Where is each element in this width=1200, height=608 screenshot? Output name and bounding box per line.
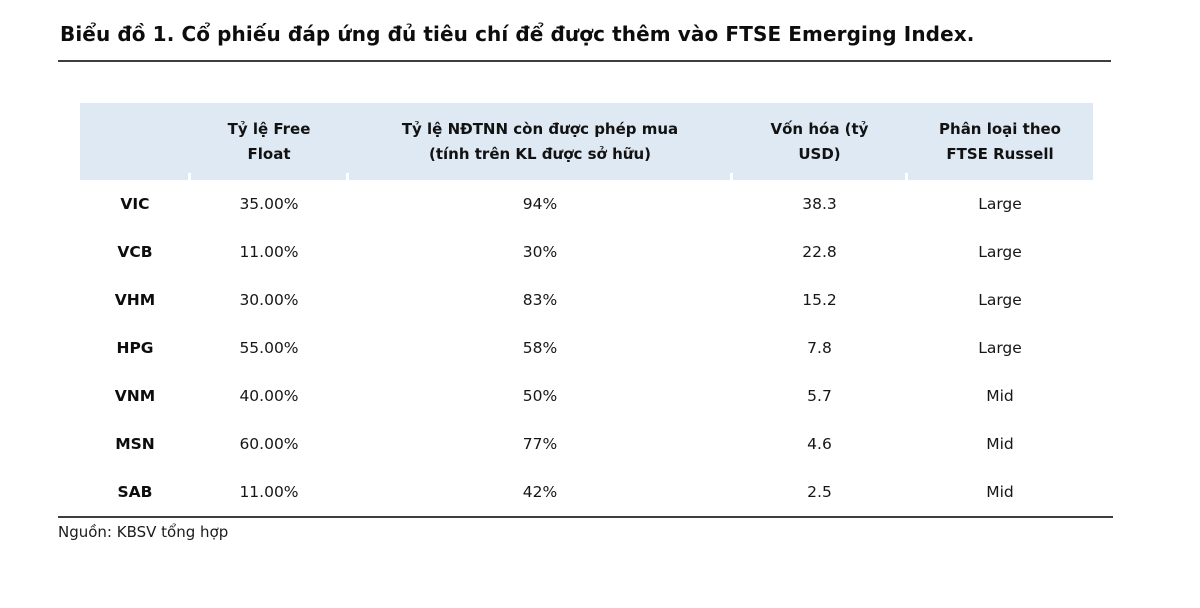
foreign-room-cell: 94% — [522, 195, 558, 213]
header-cell-divider — [730, 173, 733, 180]
free-float-cell: 11.00% — [239, 243, 299, 261]
header-cell-divider — [188, 173, 191, 180]
ticker-cell: VHM — [114, 291, 156, 309]
classification-cell: Mid — [986, 435, 1014, 453]
table-bottom-rule — [58, 516, 1113, 518]
market-cap-cell: 4.6 — [807, 435, 832, 453]
free-float-cell: 60.00% — [239, 435, 299, 453]
market-cap-cell: 15.2 — [802, 291, 837, 309]
classification-cell: Mid — [986, 483, 1014, 501]
title-underline — [58, 60, 1111, 62]
table-row: VHM 30.00% 83% 15.2 Large — [80, 276, 1093, 324]
ticker-cell: VCB — [117, 243, 153, 261]
table-row: VIC 35.00% 94% 38.3 Large — [80, 180, 1093, 228]
table-row: VNM 40.00% 50% 5.7 Mid — [80, 372, 1093, 420]
foreign-room-cell: 83% — [522, 291, 558, 309]
ticker-cell: SAB — [117, 483, 153, 501]
foreign-room-cell: 50% — [522, 387, 558, 405]
header-cell-divider — [905, 173, 908, 180]
market-cap-cell: 2.5 — [807, 483, 832, 501]
free-float-cell: 11.00% — [239, 483, 299, 501]
stocks-table: Tỷ lệ Free Float Tỷ lệ NĐTNN còn được ph… — [80, 103, 1093, 516]
header-cell-classification: Phân loại theo FTSE Russell — [939, 119, 1061, 163]
header-cell-free-float: Tỷ lệ Free Float — [227, 119, 311, 163]
market-cap-cell: 38.3 — [802, 195, 837, 213]
header-cell-divider — [346, 173, 349, 180]
market-cap-cell: 5.7 — [807, 387, 832, 405]
free-float-cell: 35.00% — [239, 195, 299, 213]
table-row: VCB 11.00% 30% 22.8 Large — [80, 228, 1093, 276]
figure-title: Biểu đồ 1. Cổ phiếu đáp ứng đủ tiêu chí … — [60, 22, 975, 46]
table-row: SAB 11.00% 42% 2.5 Mid — [80, 468, 1093, 516]
classification-cell: Large — [978, 339, 1022, 357]
classification-cell: Large — [978, 195, 1022, 213]
foreign-room-cell: 42% — [522, 483, 558, 501]
table-row: HPG 55.00% 58% 7.8 Large — [80, 324, 1093, 372]
foreign-room-cell: 30% — [522, 243, 558, 261]
ticker-cell: MSN — [115, 435, 155, 453]
market-cap-cell: 22.8 — [802, 243, 837, 261]
market-cap-cell: 7.8 — [807, 339, 832, 357]
foreign-room-cell: 77% — [522, 435, 558, 453]
classification-cell: Large — [978, 243, 1022, 261]
ticker-cell: VIC — [120, 195, 150, 213]
table-row: MSN 60.00% 77% 4.6 Mid — [80, 420, 1093, 468]
ticker-cell: HPG — [116, 339, 154, 357]
free-float-cell: 30.00% — [239, 291, 299, 309]
table-header-row: Tỷ lệ Free Float Tỷ lệ NĐTNN còn được ph… — [80, 103, 1093, 180]
free-float-cell: 40.00% — [239, 387, 299, 405]
header-cell-market-cap: Vốn hóa (tỷ USD) — [770, 119, 869, 163]
foreign-room-cell: 58% — [522, 339, 558, 357]
source-note: Nguồn: KBSV tổng hợp — [58, 523, 229, 541]
header-cell-foreign-room: Tỷ lệ NĐTNN còn được phép mua (tính trên… — [401, 119, 679, 163]
ticker-cell: VNM — [114, 387, 156, 405]
classification-cell: Mid — [986, 387, 1014, 405]
free-float-cell: 55.00% — [239, 339, 299, 357]
classification-cell: Large — [978, 291, 1022, 309]
